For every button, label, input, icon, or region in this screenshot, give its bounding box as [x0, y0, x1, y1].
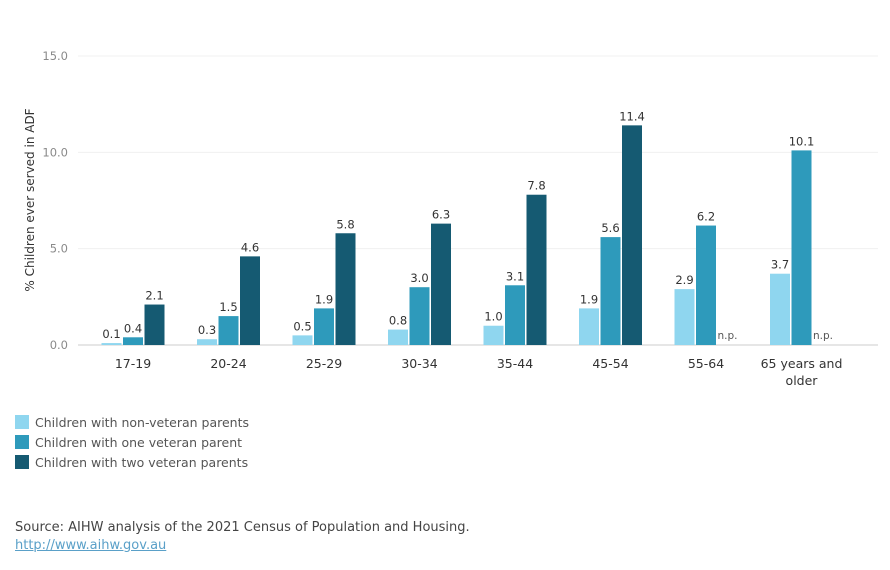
legend-label: Children with one veteran parent [35, 434, 243, 450]
data-label: 5.6 [601, 221, 619, 235]
bar [791, 150, 812, 345]
data-label: 2.9 [675, 273, 693, 287]
bar [600, 237, 621, 345]
data-label: 2.1 [145, 289, 163, 303]
bar [696, 225, 716, 345]
source-link[interactable]: http://www.aihw.gov.au [15, 538, 167, 553]
bar [431, 223, 451, 345]
x-category-label: 35-44 [497, 356, 533, 371]
bar [335, 233, 356, 345]
data-label: 3.1 [506, 269, 524, 283]
bar-chart: 0.0 5.0 10.0 15.0 % Children ever served in… [23, 49, 878, 388]
data-label: 0.3 [198, 323, 216, 337]
data-label: 1.0 [484, 310, 502, 324]
data-label: 3.7 [771, 258, 789, 272]
y-axis-ticks: 0.0 5.0 10.0 15.0 [42, 49, 68, 352]
data-label: 6.2 [697, 210, 715, 224]
bar [483, 325, 504, 345]
data-label: 1.5 [219, 300, 237, 314]
bar [579, 308, 599, 345]
bar [240, 256, 260, 345]
y-tick-label: 15.0 [42, 49, 68, 63]
data-label-np: n.p. [718, 330, 738, 342]
data-label-np: n.p. [813, 330, 833, 342]
data-label: 3.0 [410, 271, 428, 285]
y-tick-label: 10.0 [42, 145, 68, 159]
source-text: Source: AIHW analysis of the 2021 Census… [15, 520, 470, 535]
data-label: 1.9 [580, 292, 598, 306]
bar [526, 194, 547, 345]
bar [144, 304, 165, 345]
x-category-label: 65 years and [761, 356, 843, 371]
bar [123, 337, 143, 345]
x-category-label: 17-19 [115, 356, 151, 371]
legend-item-two-veteran[interactable]: Children with two veteran parents [15, 452, 249, 472]
bar [218, 316, 239, 345]
data-label: 7.8 [527, 179, 545, 193]
y-tick-label: 5.0 [50, 242, 68, 256]
data-label: 6.3 [432, 208, 450, 222]
x-axis-categories: 17-19 20-24 25-29 30-34 35-44 45-54 55-64 65 ye… [115, 356, 843, 388]
data-label: 5.8 [336, 217, 354, 231]
x-category-label: 20-24 [210, 356, 246, 371]
data-label: 0.8 [389, 314, 407, 328]
bar [197, 339, 217, 345]
x-category-label: 55-64 [688, 356, 724, 371]
legend: Children with non-veteran parents Childr… [15, 412, 249, 472]
data-label: 1.9 [315, 292, 333, 306]
legend-item-one-veteran[interactable]: Children with one veteran parent [15, 432, 249, 452]
legend-swatch [15, 455, 29, 469]
data-label: 0.5 [293, 319, 311, 333]
legend-swatch [15, 415, 29, 429]
bar [409, 287, 430, 345]
bars [101, 125, 812, 345]
data-label: 0.1 [102, 327, 120, 341]
legend-swatch [15, 435, 29, 449]
bar [388, 329, 408, 345]
grid-lines [78, 55, 878, 346]
x-category-label: 25-29 [306, 356, 342, 371]
legend-item-non-veteran[interactable]: Children with non-veteran parents [15, 412, 249, 432]
bar [292, 335, 313, 345]
data-label: 10.1 [789, 134, 815, 148]
data-labels: 0.1 0.4 2.1 0.31.5 4.6 0.5 1.9 5.8 0.8 3.0 6.3 1.0 3… [102, 109, 833, 342]
data-label: 11.4 [619, 109, 645, 123]
data-label: 4.6 [241, 240, 259, 254]
x-category-label: older [786, 373, 819, 388]
bar [314, 308, 334, 345]
y-axis-label: % Children ever served in ADF [23, 108, 37, 291]
y-tick-label: 0.0 [50, 338, 68, 352]
bar [101, 343, 122, 345]
bar [770, 273, 790, 345]
x-category-label: 45-54 [592, 356, 628, 371]
bar [674, 289, 695, 345]
x-category-label: 30-34 [401, 356, 437, 371]
bar [505, 285, 525, 345]
legend-label: Children with non-veteran parents [35, 414, 250, 430]
legend-label: Children with two veteran parents [35, 454, 249, 470]
data-label: 0.4 [124, 321, 142, 335]
bar [622, 125, 642, 345]
source-note: Source: AIHW analysis of the 2021 Census… [15, 520, 470, 553]
